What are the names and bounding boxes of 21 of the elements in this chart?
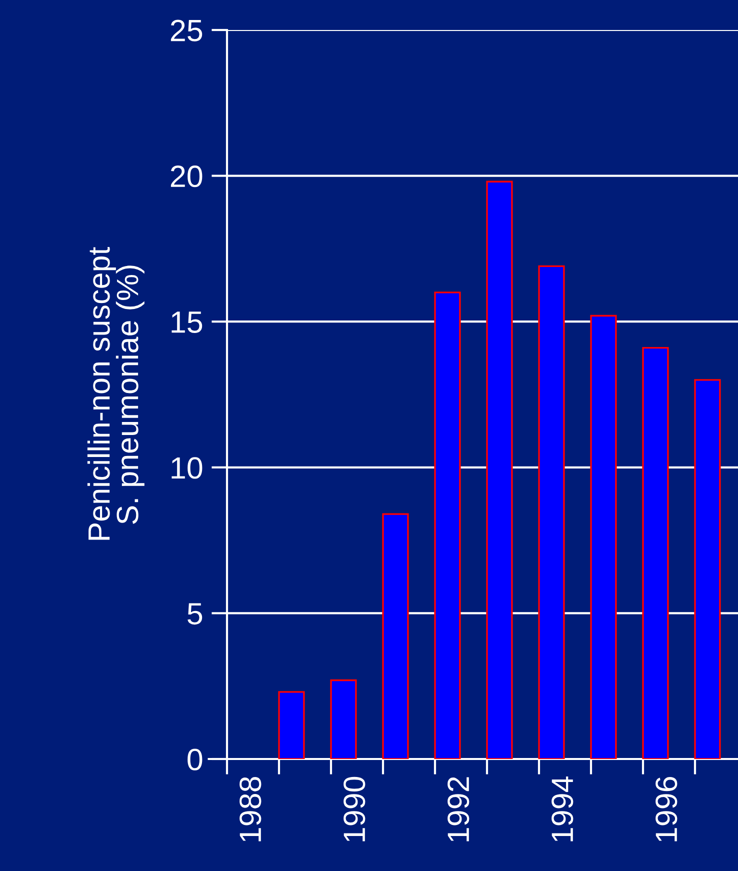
x-tick-label: 1988	[240, 776, 262, 842]
bar	[642, 347, 669, 759]
y-axis-title: Penicillin-non suscept S. pneumoniae (%)	[87, 246, 144, 540]
bar	[434, 292, 461, 759]
bar	[278, 691, 305, 759]
bar	[590, 314, 617, 759]
y-tick-label: 25	[170, 20, 202, 42]
x-tick-label: 1992	[448, 777, 470, 842]
y-tick-label: 5	[188, 603, 202, 625]
y-tick-label: 15	[172, 312, 202, 333]
bar	[382, 513, 409, 759]
bar	[330, 679, 357, 759]
y-tick-label: 10	[172, 457, 202, 479]
y-tick-label: 20	[170, 166, 202, 188]
x-tick-label: 1994	[552, 776, 574, 842]
x-tick-label: 1996	[656, 777, 678, 842]
y-tick-label: 0	[188, 748, 202, 770]
bar	[694, 379, 721, 759]
bar	[538, 265, 565, 759]
x-tick-label: 1990	[344, 776, 366, 842]
bar	[486, 180, 513, 759]
